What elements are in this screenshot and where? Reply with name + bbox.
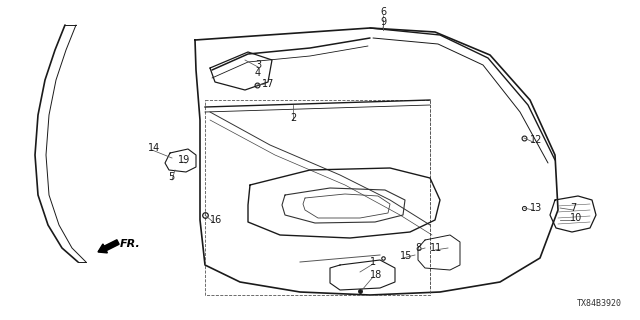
Text: FR.: FR.	[120, 239, 141, 249]
Text: 14: 14	[148, 143, 160, 153]
Text: 1: 1	[370, 257, 376, 267]
Text: 12: 12	[530, 135, 542, 145]
Text: 17: 17	[262, 79, 275, 89]
Text: 10: 10	[570, 213, 582, 223]
Text: 19: 19	[178, 155, 190, 165]
Text: TX84B3920: TX84B3920	[577, 299, 622, 308]
FancyArrow shape	[98, 240, 119, 253]
Text: 4: 4	[255, 68, 261, 78]
Text: 8: 8	[415, 243, 421, 253]
Text: 2: 2	[290, 113, 296, 123]
Text: 15: 15	[400, 251, 412, 261]
Text: 6: 6	[380, 7, 386, 17]
Text: 18: 18	[370, 270, 382, 280]
Text: 7: 7	[570, 203, 576, 213]
Text: 3: 3	[255, 60, 261, 70]
Text: 5: 5	[168, 172, 174, 182]
Text: 16: 16	[210, 215, 222, 225]
Text: 13: 13	[530, 203, 542, 213]
Text: 9: 9	[380, 17, 386, 27]
Text: 11: 11	[430, 243, 442, 253]
